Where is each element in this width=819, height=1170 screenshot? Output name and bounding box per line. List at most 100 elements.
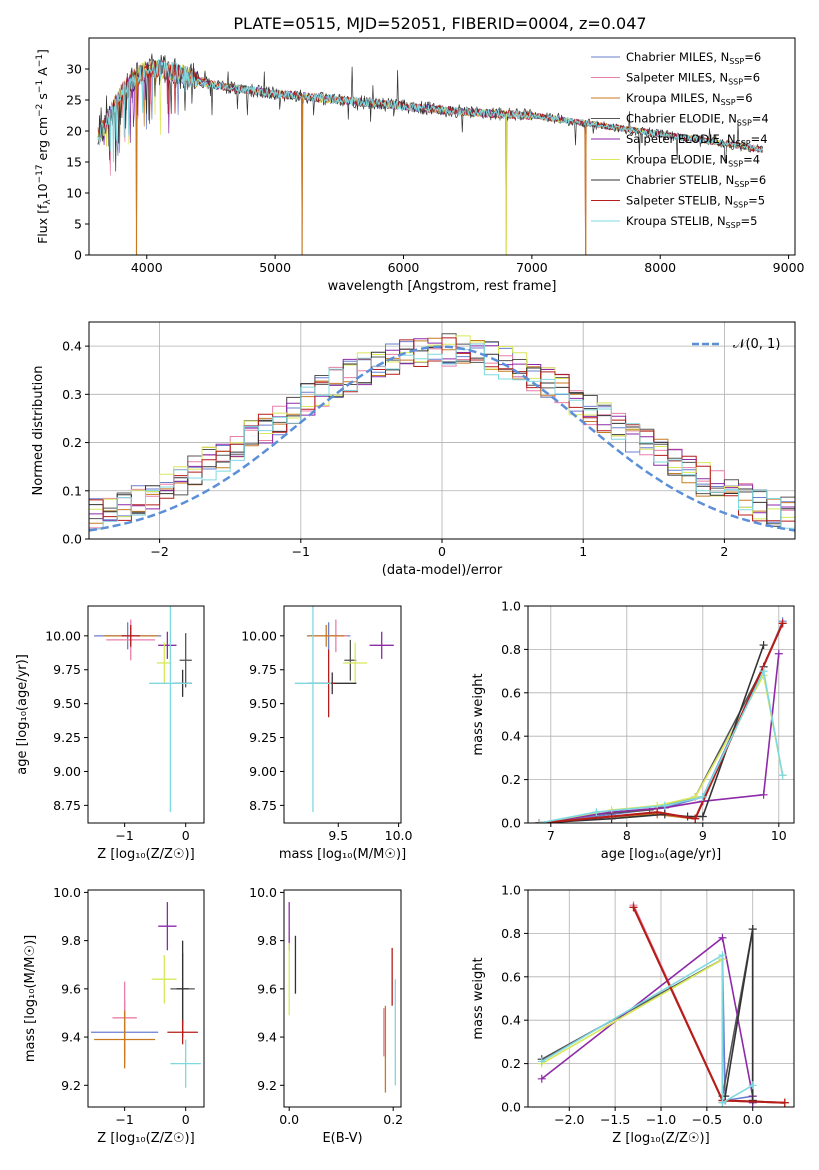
panel-mass_vs_Z: −1 0 9.2 9.4 9.6 9.8 10.0 Z [log₁₀(Z/Z☉)] mass [… bbox=[23, 885, 205, 1146]
y-label-part: s bbox=[35, 93, 50, 104]
y-tick-label: 9.25 bbox=[53, 730, 81, 745]
legend-entry: Kroupa STELIB, NSSP=5 bbox=[626, 214, 758, 230]
legend-n: N bbox=[721, 50, 730, 64]
y-tick-label: 0.3 bbox=[62, 387, 82, 402]
y-tick-label: 9.4 bbox=[61, 1030, 81, 1045]
y-tick-label: 9.50 bbox=[53, 696, 81, 711]
legend-sub: SSP bbox=[733, 201, 748, 210]
weight-marker-7 bbox=[607, 812, 616, 821]
weight-line-0 bbox=[541, 958, 754, 1103]
weight-marker-8 bbox=[698, 792, 707, 801]
legend-sep: , bbox=[717, 194, 724, 208]
y-label-part: −1 bbox=[35, 54, 45, 67]
y-tick-label: 0.2 bbox=[501, 1056, 521, 1071]
x-tick-label: −2.0 bbox=[554, 1112, 584, 1127]
x-axis-label: wavelength [Angstrom, rest frame] bbox=[328, 279, 557, 294]
panel-residuals: −2 −1 0 1 2 0.0 0.1 0.2 0.3 0.4 (data-model)/error… bbox=[31, 321, 796, 578]
weight-marker-5 bbox=[691, 792, 700, 801]
y-tick-label: 9.00 bbox=[249, 764, 277, 779]
x-tick-label: −1.5 bbox=[600, 1112, 630, 1127]
y-tick-label: 0.0 bbox=[62, 532, 82, 547]
y-axis-label: mass weight bbox=[471, 673, 486, 755]
x-tick-label: 0 bbox=[182, 1112, 190, 1127]
x-tick-label: 7 bbox=[547, 828, 555, 843]
axes-frame bbox=[87, 605, 205, 824]
weight-line-7 bbox=[632, 906, 785, 1104]
x-tick-label: −1.0 bbox=[646, 1112, 676, 1127]
legend-sep: , bbox=[721, 112, 728, 126]
weight-line-7 bbox=[539, 622, 784, 823]
weight-marker-8 bbox=[759, 667, 768, 676]
legend-sub: SSP bbox=[737, 119, 752, 128]
x-tick-label: 10.0 bbox=[385, 828, 413, 843]
panels: 4000 5000 6000 7000 8000 9000051015202530wave… bbox=[15, 37, 805, 1146]
y-tick-label: 0.6 bbox=[501, 685, 521, 700]
weight-line-8 bbox=[539, 668, 784, 823]
weight-line-0 bbox=[539, 620, 784, 823]
x-tick-label: −1 bbox=[115, 1112, 133, 1127]
x-tick-label: 0 bbox=[438, 544, 446, 559]
legend-sep: , bbox=[720, 132, 727, 146]
x-tick-label: 2 bbox=[720, 544, 728, 559]
y-tick-label: 8.75 bbox=[53, 798, 81, 813]
weight-line-4 bbox=[539, 653, 780, 823]
y-tick-label: 0.1 bbox=[62, 483, 82, 498]
x-tick-label: 8000 bbox=[644, 260, 676, 275]
y-tick-label: 9.25 bbox=[249, 730, 277, 745]
legend-entry: 𝒩(0, 1) bbox=[733, 337, 780, 352]
x-tick-label: 9000 bbox=[773, 260, 805, 275]
legend-n: N bbox=[727, 132, 736, 146]
legend-eq: = bbox=[749, 173, 759, 187]
y-tick-label: 9.8 bbox=[61, 933, 81, 948]
histogram-8 bbox=[89, 343, 795, 530]
legend-nssp: 4 bbox=[753, 153, 760, 167]
y-tick-label: 9.6 bbox=[61, 981, 81, 996]
x-axis-label: Z [log₁₀(Z/Z☉)] bbox=[97, 847, 194, 862]
legend-nssp: 6 bbox=[745, 91, 752, 105]
y-tick-label: 5 bbox=[74, 217, 82, 232]
legend-name: Salpeter ELODIE bbox=[626, 132, 720, 146]
x-tick-label: −0.5 bbox=[692, 1112, 722, 1127]
legend-nssp: 5 bbox=[758, 194, 765, 208]
y-tick-label: 9.50 bbox=[249, 696, 277, 711]
legend-name: Kroupa STELIB bbox=[626, 214, 710, 228]
legend-eq: = bbox=[736, 91, 746, 105]
weight-line-8 bbox=[541, 953, 754, 1105]
y-label-part: erg cm bbox=[35, 117, 50, 165]
weight-marker-4 bbox=[759, 790, 768, 799]
y-tick-label: 0.4 bbox=[62, 339, 82, 354]
y-tick-label: 10.00 bbox=[45, 628, 81, 643]
weight-marker-4 bbox=[774, 649, 783, 658]
weight-line-5 bbox=[539, 673, 784, 823]
weight-marker-6 bbox=[748, 925, 757, 934]
panel-massweight_vs_age: 7 8 9 10 0.0 0.2 0.4 0.6 0.8 1.0 age [log₁₀(age/yr… bbox=[471, 599, 795, 862]
x-tick-label: 6000 bbox=[388, 260, 420, 275]
y-label-part: −2 bbox=[35, 104, 45, 117]
weight-line-2 bbox=[539, 622, 784, 823]
spectrum-line-6 bbox=[97, 53, 764, 172]
panel-mass_vs_ebv: 0.0 0.2 9.2 9.4 9.6 9.8 10.0 E(B-V) bbox=[249, 885, 403, 1146]
y-axis-label: mass [log₁₀(M/M☉)] bbox=[23, 935, 38, 1062]
legend-name: Chabrier MILES bbox=[626, 50, 713, 64]
y-tick-label: 15 bbox=[66, 155, 82, 170]
plot-area bbox=[288, 902, 396, 1093]
legend-name: Salpeter STELIB bbox=[626, 194, 717, 208]
y-tick-label: 20 bbox=[66, 124, 82, 139]
y-tick-label: 0.8 bbox=[501, 926, 521, 941]
x-axis-label: Z [log₁₀(Z/Z☉)] bbox=[97, 1131, 194, 1146]
plot-area bbox=[294, 606, 394, 813]
legend-n: N bbox=[717, 214, 726, 228]
weight-marker-4 bbox=[537, 1074, 546, 1083]
legend-entry: Chabrier STELIB, NSSP=6 bbox=[626, 173, 766, 189]
legend-sep: , bbox=[712, 71, 719, 85]
figure-title: PLATE=0515, MJD=52051, FIBERID=0004, z=0… bbox=[233, 14, 646, 33]
weight-marker-6 bbox=[759, 641, 768, 650]
legend-n: N bbox=[719, 71, 728, 85]
y-tick-label: 9.4 bbox=[257, 1030, 277, 1045]
weight-marker-7 bbox=[629, 903, 638, 912]
weight-marker-7 bbox=[691, 814, 700, 823]
y-label-part: Flux [f bbox=[35, 204, 50, 244]
y-tick-label: 0.2 bbox=[62, 435, 82, 450]
y-tick-label: 9.75 bbox=[249, 662, 277, 677]
